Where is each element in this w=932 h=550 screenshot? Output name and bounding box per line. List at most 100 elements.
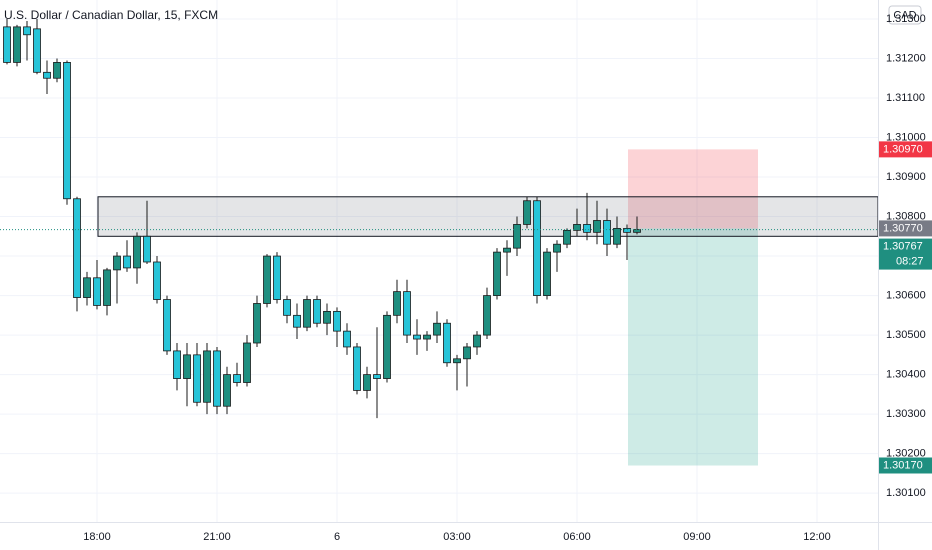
y-tick-label: 1.30200 bbox=[886, 448, 926, 460]
candle-body bbox=[523, 200, 531, 225]
price-tag bbox=[879, 238, 932, 270]
candle-body bbox=[363, 374, 371, 391]
candle-body bbox=[83, 277, 91, 298]
price-tag-label: 1.30770 bbox=[883, 222, 923, 234]
candle-body bbox=[123, 255, 131, 269]
candle-body bbox=[233, 374, 241, 383]
price-tag-label: 1.30970 bbox=[883, 143, 923, 155]
candle-body bbox=[193, 354, 201, 403]
price-tag bbox=[879, 457, 932, 474]
candle-body bbox=[203, 350, 211, 403]
candle-body bbox=[63, 62, 71, 200]
candle-body bbox=[273, 255, 281, 300]
candle-body bbox=[43, 71, 51, 79]
candle-body bbox=[333, 310, 341, 332]
candle-body bbox=[403, 291, 411, 336]
x-tick-label: 03:00 bbox=[443, 531, 471, 543]
price-tag-label: 1.30170 bbox=[883, 459, 923, 471]
y-tick-label: 1.31000 bbox=[886, 131, 926, 143]
y-tick-label: 1.30900 bbox=[886, 171, 926, 183]
x-tick-label: 09:00 bbox=[683, 531, 711, 543]
candle-body bbox=[323, 310, 331, 324]
candle-body bbox=[573, 224, 581, 231]
candle-body bbox=[3, 26, 11, 63]
candle-body bbox=[13, 26, 21, 63]
candle-body bbox=[213, 350, 221, 407]
candle-body bbox=[373, 374, 381, 379]
candle-body bbox=[353, 346, 361, 391]
candle-body bbox=[483, 295, 491, 336]
candle-body bbox=[473, 334, 481, 348]
x-tick-label: 18:00 bbox=[83, 531, 111, 543]
candle-body bbox=[423, 334, 431, 340]
candle-body bbox=[493, 251, 501, 296]
candle-body bbox=[303, 299, 311, 328]
price-tag bbox=[879, 141, 932, 158]
x-tick-label: 06:00 bbox=[563, 531, 591, 543]
candle-body bbox=[623, 227, 631, 233]
candle-body bbox=[343, 330, 351, 348]
candle-body bbox=[133, 235, 141, 269]
y-tick-label: 1.31200 bbox=[886, 52, 926, 64]
candle-body bbox=[293, 314, 301, 328]
candle-body bbox=[543, 251, 551, 296]
x-tick-label: 6 bbox=[334, 531, 340, 543]
y-tick-label: 1.30500 bbox=[886, 329, 926, 341]
candle-body bbox=[163, 299, 171, 352]
candle-body bbox=[313, 299, 321, 324]
candle-body bbox=[263, 255, 271, 304]
y-tick-label: 1.31100 bbox=[886, 92, 925, 104]
candle-body bbox=[393, 291, 401, 316]
candle-body bbox=[593, 220, 601, 233]
candle-body bbox=[563, 229, 571, 245]
currency[interactable]: CAD bbox=[893, 9, 916, 21]
price-tag bbox=[879, 220, 932, 237]
y-tick-label: 1.31300 bbox=[886, 13, 926, 25]
candle-body bbox=[503, 247, 511, 253]
target-area bbox=[628, 228, 758, 466]
candle-body bbox=[223, 374, 231, 407]
candle-body bbox=[533, 200, 541, 296]
candle-body bbox=[23, 26, 31, 36]
candle-body bbox=[613, 227, 621, 245]
candle-body bbox=[253, 303, 261, 344]
candle-body bbox=[413, 334, 421, 340]
y-tick-label: 1.30600 bbox=[886, 289, 926, 301]
x-tick-label: 12:00 bbox=[803, 531, 831, 543]
candle-body bbox=[443, 322, 451, 364]
candle-body bbox=[433, 322, 441, 336]
candle-body bbox=[583, 224, 591, 233]
candle-body bbox=[243, 342, 251, 383]
candle-body bbox=[283, 299, 291, 316]
countdown: 08:27 bbox=[896, 255, 924, 267]
candle-body bbox=[53, 62, 61, 79]
y-tick-label: 1.30400 bbox=[886, 369, 926, 381]
y-tick-label: 1.30100 bbox=[886, 487, 926, 499]
x-tick-label: 21:00 bbox=[203, 531, 231, 543]
candle-body bbox=[383, 314, 391, 379]
price-tag-label: 1.30767 bbox=[883, 240, 923, 252]
currency-box[interactable] bbox=[888, 5, 922, 25]
candle-body bbox=[553, 243, 561, 253]
candle-body bbox=[33, 28, 41, 73]
candle-body bbox=[93, 277, 101, 306]
candle-body bbox=[153, 261, 161, 300]
plot bbox=[0, 0, 879, 522]
zone bbox=[97, 196, 879, 237]
candle-body bbox=[513, 224, 521, 249]
chart-title: U.S. Dollar / Canadian Dollar, 15, FXCM bbox=[4, 8, 218, 22]
candle-body bbox=[113, 255, 121, 271]
candle-body bbox=[143, 235, 151, 263]
candle-body bbox=[463, 346, 471, 360]
candle-body bbox=[103, 269, 111, 306]
candle-body bbox=[453, 358, 461, 364]
candle-body bbox=[73, 198, 81, 298]
y-tick-label: 1.30800 bbox=[886, 210, 926, 222]
y-tick-label: 1.30300 bbox=[886, 408, 926, 420]
candle-body bbox=[603, 220, 611, 245]
candle-body bbox=[183, 354, 191, 379]
candle-body bbox=[173, 350, 181, 379]
stop-area bbox=[628, 149, 758, 229]
